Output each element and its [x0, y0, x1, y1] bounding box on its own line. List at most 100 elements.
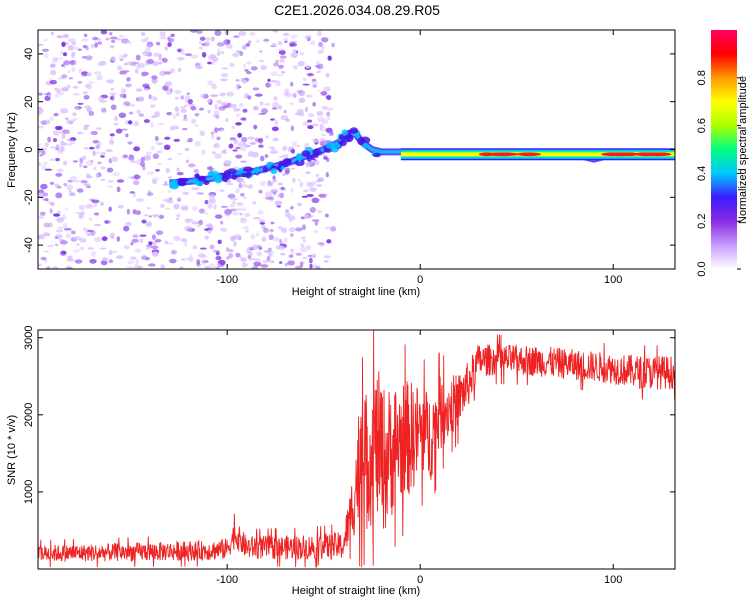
y-tick-label: 2000 [23, 403, 35, 427]
noise-point [80, 180, 88, 184]
noise-point [71, 51, 76, 56]
noise-point [307, 125, 314, 130]
noise-point [139, 234, 147, 238]
noise-point [233, 241, 237, 247]
noise-point [321, 105, 329, 110]
noise-point [297, 60, 305, 67]
noise-point [187, 163, 196, 168]
noise-point [44, 198, 49, 202]
noise-point [173, 138, 180, 142]
trend-point [192, 178, 199, 185]
noise-point [110, 40, 116, 43]
noise-point [88, 146, 95, 150]
noise-point [203, 40, 211, 47]
noise-point [247, 136, 255, 140]
noise-point [62, 129, 71, 135]
noise-point [214, 104, 218, 110]
noise-point [127, 260, 135, 265]
noise-point [130, 256, 137, 260]
noise-point [256, 244, 262, 249]
noise-point [213, 204, 217, 210]
noise-point [140, 38, 148, 43]
spectrogram-plot-area [38, 30, 675, 269]
noise-point [56, 57, 64, 60]
noise-point [302, 83, 310, 86]
noise-point [249, 31, 256, 36]
noise-point [272, 62, 280, 67]
noise-point [66, 184, 74, 191]
noise-point [260, 264, 269, 268]
noise-point [99, 247, 107, 250]
noise-point [320, 123, 324, 127]
colorbar: 0.0 0.2 0.4 0.6 0.8 Normalized spectral ampl… [696, 30, 749, 277]
snr-y-label: SNR (10 * v/v) [6, 415, 18, 485]
noise-point [214, 153, 222, 159]
noise-point [204, 265, 211, 269]
noise-point [123, 62, 129, 66]
noise-point [61, 87, 69, 92]
noise-point [156, 162, 163, 165]
noise-point [233, 35, 240, 39]
noise-point [274, 200, 283, 206]
noise-point [208, 166, 214, 172]
noise-point [301, 224, 307, 231]
noise-point [191, 205, 198, 212]
noise-point [210, 94, 219, 97]
noise-point [302, 77, 307, 81]
noise-point [211, 151, 217, 155]
noise-point [127, 141, 133, 145]
noise-point [83, 147, 89, 150]
noise-point [72, 85, 79, 89]
noise-point [165, 89, 173, 96]
noise-point [305, 171, 311, 174]
noise-point [172, 125, 179, 130]
noise-point [77, 80, 83, 84]
noise-point [44, 142, 49, 148]
noise-point [119, 93, 126, 98]
noise-point [232, 201, 237, 204]
noise-point [233, 139, 239, 145]
noise-point [198, 107, 204, 111]
noise-point [257, 210, 264, 215]
noise-point [277, 48, 286, 51]
noise-point [59, 92, 64, 96]
noise-point [49, 158, 55, 162]
noise-point [140, 161, 146, 167]
noise-point [101, 257, 109, 262]
noise-point [176, 171, 184, 176]
noise-point [152, 179, 158, 185]
noise-point [95, 127, 103, 130]
noise-point [97, 41, 102, 45]
colorbar-tick-label: 0.4 [696, 166, 708, 181]
noise-point [229, 103, 238, 109]
noise-point [191, 106, 197, 111]
noise-point [290, 206, 294, 210]
noise-point [304, 142, 310, 147]
noise-point [270, 188, 279, 193]
noise-point [199, 93, 207, 99]
noise-point [90, 159, 94, 163]
noise-point [181, 258, 186, 261]
noise-point [312, 101, 316, 107]
noise-point [315, 60, 320, 65]
noise-point [109, 36, 118, 40]
noise-point [290, 148, 296, 154]
noise-point [54, 93, 60, 99]
noise-point [255, 232, 260, 237]
noise-point [155, 169, 160, 172]
noise-point [100, 260, 108, 266]
noise-point [277, 182, 284, 186]
noise-point [47, 94, 52, 97]
noise-point [320, 133, 327, 137]
noise-point [307, 113, 315, 118]
noise-point [128, 156, 135, 161]
colorbar-tick-label: 0.8 [696, 70, 708, 85]
noise-point [55, 229, 64, 233]
noise-point [165, 167, 170, 174]
trend-point [341, 129, 349, 136]
noise-point [130, 242, 134, 246]
noise-point [183, 114, 188, 120]
noise-point [55, 172, 63, 177]
noise-point [309, 206, 316, 213]
noise-point [303, 214, 310, 219]
